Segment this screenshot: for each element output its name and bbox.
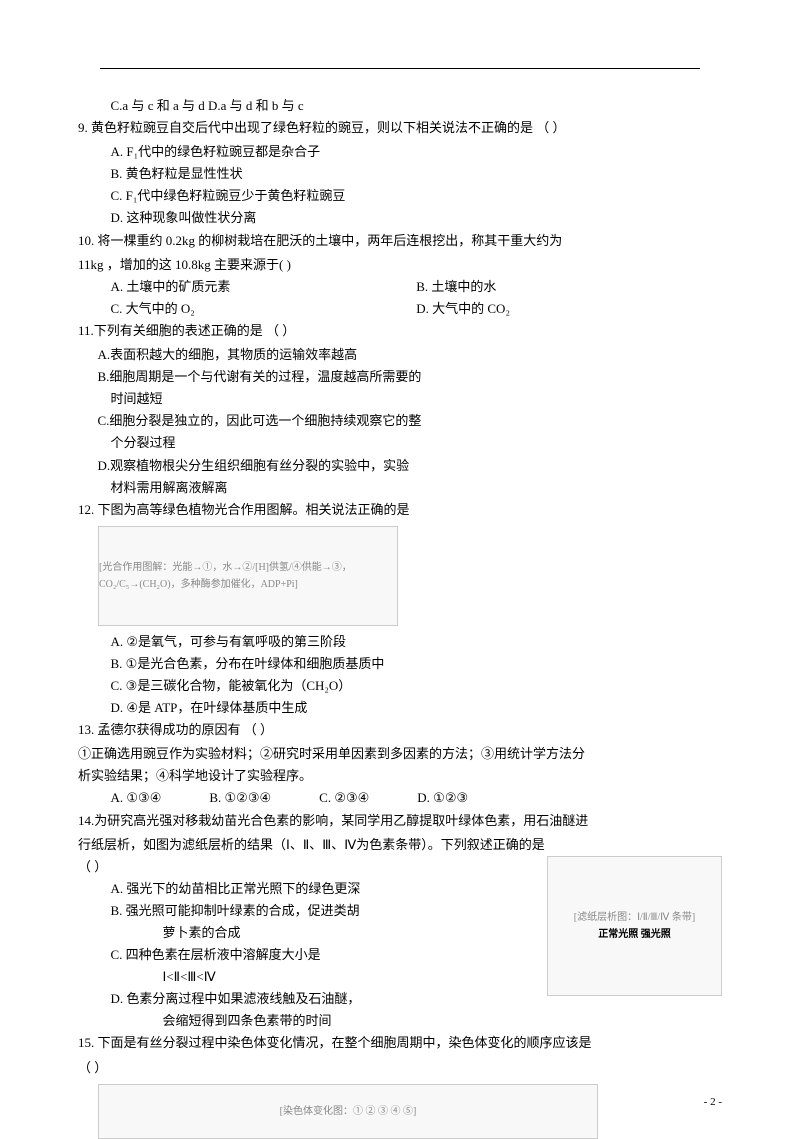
question-14: 14.为研究高光强对移栽幼苗光合色素的影响，某同学用乙醇提取叶绿体色素，用石油醚… bbox=[78, 810, 722, 832]
question-14-cont: 行纸层析，如图为滤纸层析的结果（Ⅰ、Ⅱ、Ⅲ、Ⅳ为色素条带）。下列叙述正确的是 bbox=[78, 834, 722, 856]
question-15-paren: （ ） bbox=[78, 1057, 722, 1079]
page-number: - 2 - bbox=[704, 1093, 722, 1112]
q11-option-a: A.表面积越大的细胞，其物质的运输效率越高 bbox=[78, 344, 722, 366]
q9-option-c: C. F₁代中绿色籽粒豌豆少于黄色籽粒豌豆 bbox=[78, 185, 722, 207]
question-15: 15. 下面是有丝分裂过程中染色体变化情况，在整个细胞周期中，染色体变化的顺序应… bbox=[78, 1032, 722, 1054]
question-12: 12. 下图为高等绿色植物光合作用图解。相关说法正确的是 bbox=[78, 499, 722, 521]
q13-options: A. ①③④ B. ①②③④ C. ②③④ D. ①②③ bbox=[78, 787, 722, 809]
chromatography-labels: 正常光照 强光照 bbox=[598, 926, 671, 943]
q9-option-a: A. F₁代中的绿色籽粒豌豆都是杂合子 bbox=[78, 141, 722, 163]
chromosome-diagram: [染色体变化图：① ② ③ ④ ⑤] bbox=[98, 1084, 598, 1139]
q14-option-d-cont: 会缩短得到四条色素带的时间 bbox=[78, 1010, 722, 1032]
q11-option-d: D.观察植物根尖分生组织细胞有丝分裂的实验中，实验 bbox=[78, 455, 722, 477]
header-line bbox=[100, 68, 700, 69]
q10-option-b: B. 土壤中的水 bbox=[416, 276, 722, 298]
q12-option-c: C. ③是三碳化合物，能被氧化为（CH₂O） bbox=[78, 675, 722, 697]
question-10-cont: 11kg ，增加的这 10.8kg 主要来源于( ) bbox=[78, 254, 722, 276]
q10-option-a: A. 土壤中的矿质元素 bbox=[78, 276, 416, 298]
q11-option-b-cont: 时间越短 bbox=[78, 388, 722, 410]
question-13-statements-cont: 析实验结果；④科学地设计了实验程序。 bbox=[78, 765, 722, 787]
q9-option-b: B. 黄色籽粒是显性性状 bbox=[78, 163, 722, 185]
question-11: 11.下列有关细胞的表述正确的是 （ ） bbox=[78, 320, 722, 342]
question-9: 9. 黄色籽粒豌豆自交后代中出现了绿色籽粒的豌豆，则以下相关说法不正确的是 （ … bbox=[78, 117, 722, 139]
question-13-statements: ①正确选用豌豆作为实验材料；②研究时采用单因素到多因素的方法；③用统计学方法分 bbox=[78, 743, 722, 765]
document-content: C.a 与 c 和 a 与 d D.a 与 d 和 b 与 c 9. 黄色籽粒豌… bbox=[78, 95, 722, 1139]
q11-option-d-cont: 材料需用解离液解离 bbox=[78, 477, 722, 499]
question-10: 10. 将一棵重约 0.2kg 的柳树栽培在肥沃的土壤中，两年后连根挖出，称其干… bbox=[78, 230, 722, 252]
q12-option-d: D. ④是 ATP，在叶绿体基质中生成 bbox=[78, 697, 722, 719]
chromatography-bands: [滤纸层析图：Ⅰ/Ⅱ/Ⅲ/Ⅳ 条带] bbox=[574, 909, 696, 926]
q13-option-c: C. ②③④ bbox=[319, 787, 369, 809]
q10-option-d: D. 大气中的 CO₂ bbox=[416, 298, 722, 320]
q13-option-d: D. ①②③ bbox=[417, 787, 468, 809]
q11-option-c: C.细胞分裂是独立的，因此可选一个细胞持续观察它的整 bbox=[78, 410, 722, 432]
q8-options-cd: C.a 与 c 和 a 与 d D.a 与 d 和 b 与 c bbox=[78, 95, 722, 117]
q13-option-a: A. ①③④ bbox=[111, 787, 162, 809]
q9-option-d: D. 这种现象叫做性状分离 bbox=[78, 207, 722, 229]
q13-option-b: B. ①②③④ bbox=[209, 787, 271, 809]
q10-option-c: C. 大气中的 O₂ bbox=[78, 298, 416, 320]
photosynthesis-diagram: [光合作用图解：光能→①，水→②/[H]供氢/④供能→③，CO₂/C₅→(CH₂… bbox=[98, 526, 398, 626]
q11-option-b: B.细胞周期是一个与代谢有关的过程，温度越高所需要的 bbox=[78, 366, 722, 388]
q12-option-b: B. ①是光合色素，分布在叶绿体和细胞质基质中 bbox=[78, 653, 722, 675]
question-13: 13. 孟德尔获得成功的原因有 （ ） bbox=[78, 719, 722, 741]
q12-option-a: A. ②是氧气，可参与有氧呼吸的第三阶段 bbox=[78, 631, 722, 653]
q11-option-c-cont: 个分裂过程 bbox=[78, 432, 722, 454]
chromatography-diagram: [滤纸层析图：Ⅰ/Ⅱ/Ⅲ/Ⅳ 条带] 正常光照 强光照 bbox=[547, 856, 722, 996]
